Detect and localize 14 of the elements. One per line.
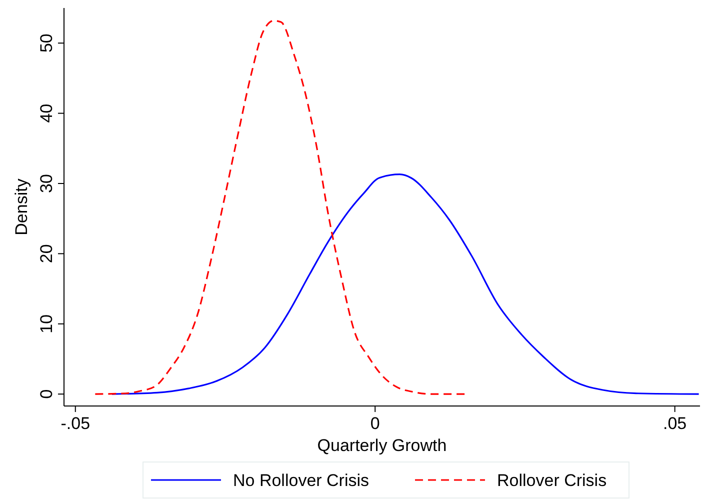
y-tick-label: 0 bbox=[37, 389, 56, 399]
y-tick-label: 10 bbox=[37, 314, 56, 334]
y-tick-label: 40 bbox=[37, 104, 56, 123]
y-tick-label: 30 bbox=[37, 174, 56, 193]
line-series bbox=[111, 174, 700, 395]
x-tick-label: 0 bbox=[370, 414, 380, 433]
y-tick-label: 50 bbox=[37, 34, 56, 53]
x-tick-label: -.05 bbox=[60, 414, 90, 433]
y-axis-title: Density bbox=[12, 178, 31, 236]
legend-label: No Rollover Crisis bbox=[233, 471, 370, 490]
y-tick-label: 20 bbox=[37, 244, 56, 264]
x-tick-label: .05 bbox=[663, 414, 687, 433]
x-axis-title: Quarterly Growth bbox=[317, 436, 447, 455]
legend-label: Rollover Crisis bbox=[497, 471, 607, 490]
